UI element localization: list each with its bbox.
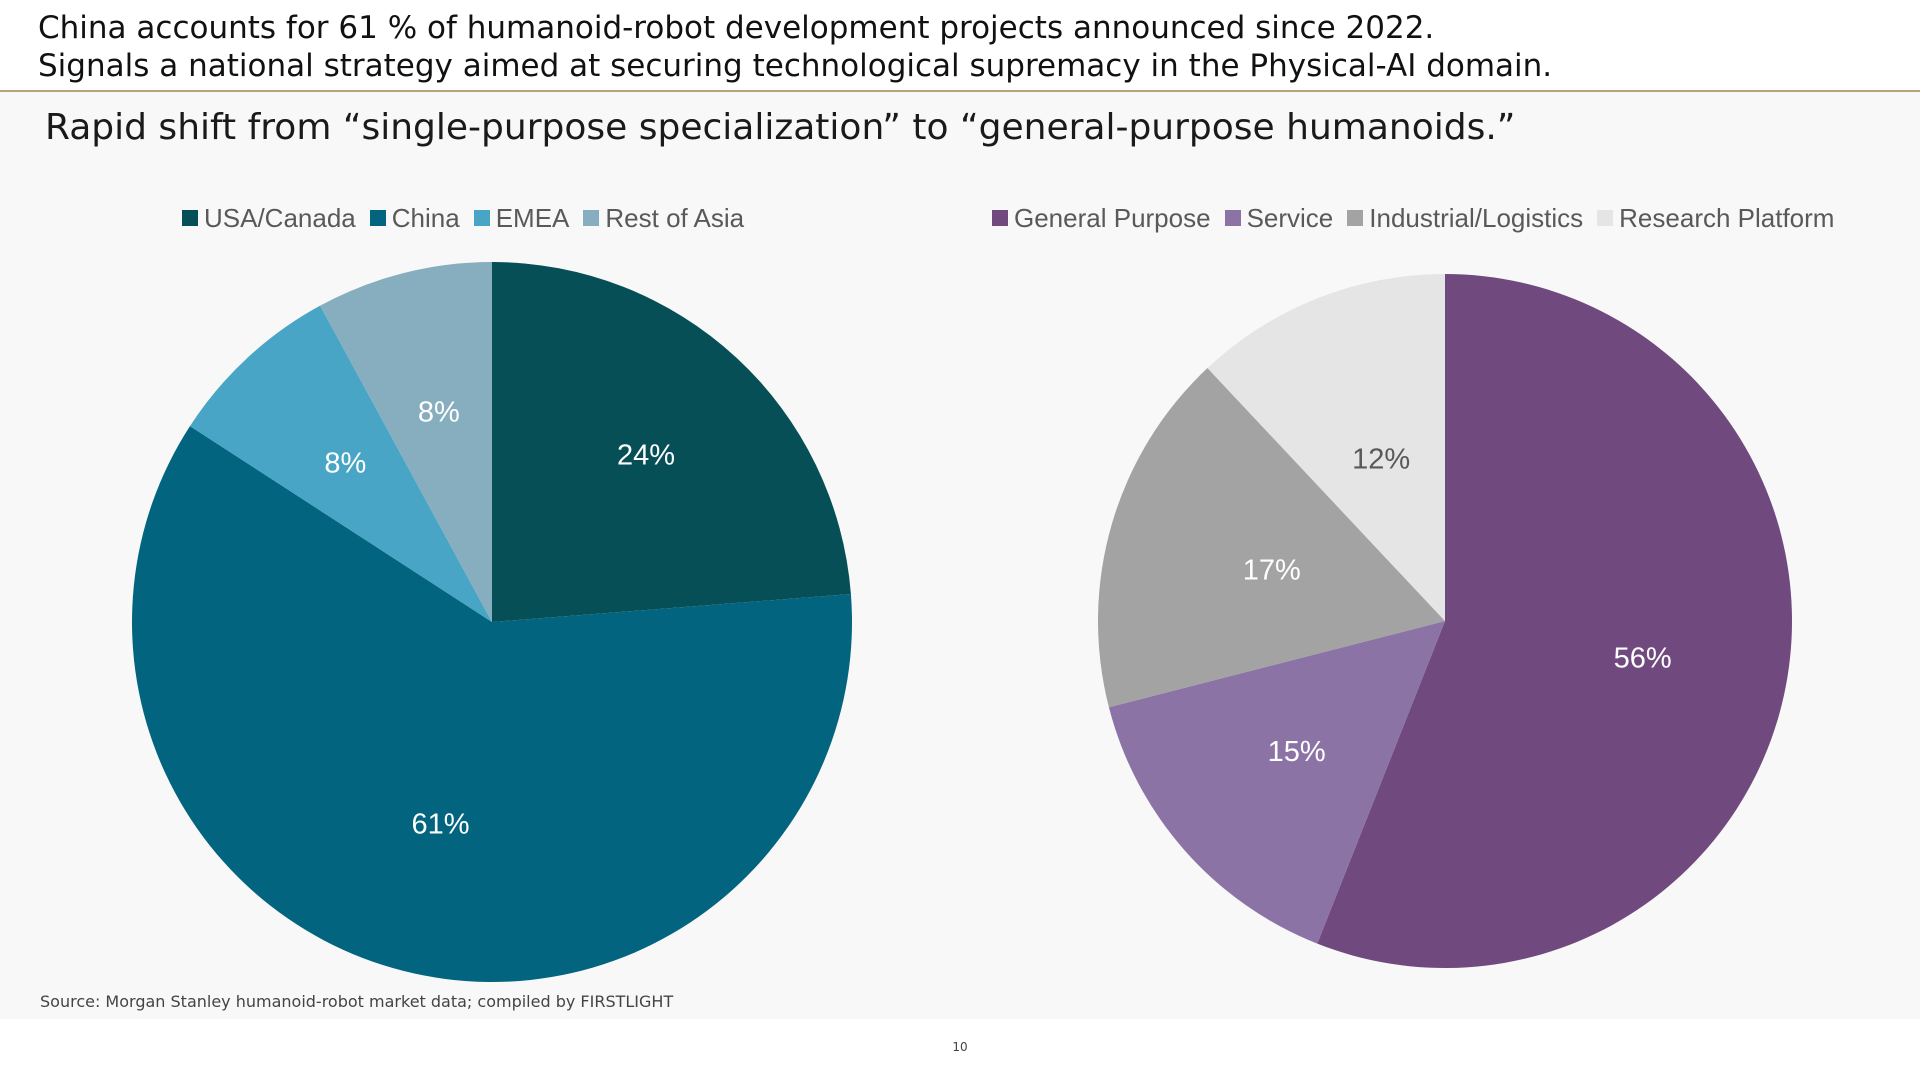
- slide-subtitle: Rapid shift from “single-purpose special…: [45, 107, 1516, 148]
- category-chart-legend: General Purpose Service Industrial/Logisti…: [992, 202, 1848, 234]
- legend-swatch: [1347, 210, 1364, 226]
- legend-label: Rest of Asia: [605, 202, 745, 233]
- legend-label: USA/Canada: [204, 202, 356, 233]
- legend-swatch: [369, 210, 386, 226]
- data-label-emea: 8%: [324, 447, 366, 479]
- pie-slice-rest-of-asia: [320, 262, 492, 622]
- legend-item-general-purpose: General Purpose: [992, 203, 1211, 234]
- legend-item-research-platform: Research Platform: [1597, 203, 1834, 234]
- pie-slice-industrial-logistics: [1098, 368, 1445, 708]
- data-label-rest-of-asia: 8%: [418, 397, 460, 429]
- headline-line-1: China accounts for 61 % of humanoid-robo…: [38, 10, 1435, 46]
- pie-slice-research-platform: [1207, 274, 1445, 621]
- header-divider: [0, 90, 1920, 92]
- legend-label: Research Platform: [1619, 202, 1835, 233]
- data-label-usa-canada: 24%: [617, 440, 675, 472]
- pie-slice-service: [1108, 621, 1445, 944]
- legend-label: EMEA: [495, 202, 570, 233]
- pie-slice-emea: [189, 305, 492, 622]
- legend-swatch: [583, 210, 600, 226]
- region-pie-chart: 24% 61% 8% 8%: [132, 262, 852, 982]
- pie-slice-general-purpose: [1317, 274, 1792, 969]
- page-number: 10: [952, 1040, 968, 1054]
- legend-item-emea: EMEA: [473, 202, 570, 234]
- data-label-service: 15%: [1268, 736, 1326, 768]
- data-label-industrial-logistics: 17%: [1243, 555, 1301, 587]
- data-label-research-platform: 12%: [1352, 444, 1410, 476]
- category-pie-chart: 56% 15% 17% 12%: [1098, 274, 1792, 969]
- legend-item-service: Service: [1224, 202, 1334, 234]
- data-label-general-purpose: 56%: [1614, 643, 1672, 675]
- legend-item-usa-canada: USA/Canada: [182, 203, 356, 234]
- legend-label: Industrial/Logistics: [1369, 202, 1584, 233]
- legend-label: General Purpose: [1014, 202, 1211, 233]
- headline-line-2: Signals a national strategy aimed at sec…: [38, 48, 1553, 84]
- legend-swatch: [182, 210, 198, 226]
- legend-swatch: [473, 210, 490, 226]
- legend-label: Service: [1246, 202, 1334, 233]
- data-label-china: 61%: [412, 808, 470, 840]
- pie-slice-china: [132, 426, 852, 982]
- legend-label: China: [391, 202, 460, 233]
- legend-item-rest-of-asia: Rest of Asia: [583, 203, 744, 234]
- slide-content: Rapid shift from “single-purpose special…: [0, 92, 1920, 1019]
- legend-swatch: [992, 210, 1008, 226]
- legend-swatch: [1597, 210, 1614, 226]
- legend-item-industrial-logistics: Industrial/Logistics: [1347, 203, 1583, 234]
- slide-header: China accounts for 61 % of humanoid-robo…: [0, 0, 1920, 92]
- region-chart-legend: USA/Canada China EMEA Rest of Asia: [182, 202, 758, 234]
- source-note: Source: Morgan Stanley humanoid-robot ma…: [40, 992, 674, 1011]
- legend-swatch: [1224, 210, 1241, 226]
- legend-item-china: China: [369, 202, 460, 234]
- pie-slice-usa-canada: [492, 262, 851, 622]
